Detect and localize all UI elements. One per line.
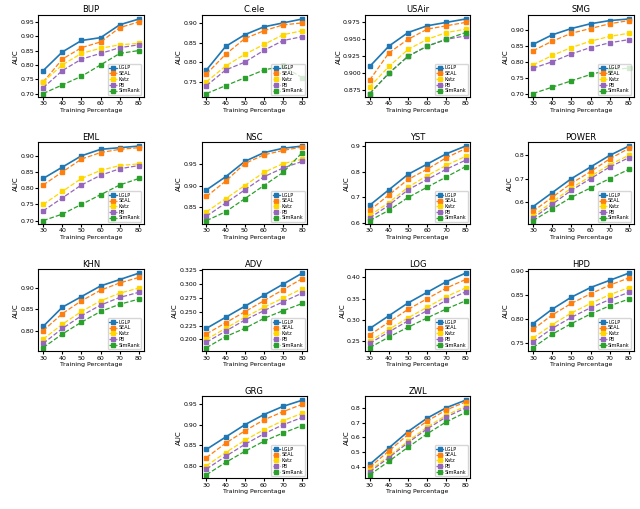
Y-axis label: AUC: AUC xyxy=(13,176,19,191)
X-axis label: Training Percentage: Training Percentage xyxy=(550,235,612,240)
X-axis label: Training Percentage: Training Percentage xyxy=(223,108,285,113)
X-axis label: Training Percentage: Training Percentage xyxy=(387,108,449,113)
Y-axis label: AUC: AUC xyxy=(335,49,342,64)
Title: KHN: KHN xyxy=(82,260,100,269)
Y-axis label: AUC: AUC xyxy=(503,49,509,64)
Title: SMG: SMG xyxy=(572,6,591,14)
Legend: LGLP, SEAL, Katz, PB, SimRank: LGLP, SEAL, Katz, PB, SimRank xyxy=(108,191,141,222)
Legend: LGLP, SEAL, Katz, PB, SimRank: LGLP, SEAL, Katz, PB, SimRank xyxy=(108,318,141,349)
Y-axis label: AUC: AUC xyxy=(13,303,19,318)
Y-axis label: AUC: AUC xyxy=(177,430,182,445)
Y-axis label: AUC: AUC xyxy=(507,176,513,191)
X-axis label: Training Percentage: Training Percentage xyxy=(223,235,285,240)
X-axis label: Training Percentage: Training Percentage xyxy=(387,489,449,494)
Title: ADV: ADV xyxy=(245,260,263,269)
Y-axis label: AUC: AUC xyxy=(177,176,182,191)
X-axis label: Training Percentage: Training Percentage xyxy=(60,108,122,113)
Y-axis label: AUC: AUC xyxy=(503,303,509,318)
Legend: LGLP, SEAL, Katz, PB, SimRank: LGLP, SEAL, Katz, PB, SimRank xyxy=(598,64,631,95)
Legend: LGLP, SEAL, Katz, PB, SimRank: LGLP, SEAL, Katz, PB, SimRank xyxy=(435,318,468,349)
Legend: LGLP, SEAL, Katz, PB, SimRank: LGLP, SEAL, Katz, PB, SimRank xyxy=(598,318,631,349)
Title: BUP: BUP xyxy=(83,6,100,14)
Legend: LGLP, SEAL, Katz, PB, SimRank: LGLP, SEAL, Katz, PB, SimRank xyxy=(271,445,305,476)
X-axis label: Training Percentage: Training Percentage xyxy=(60,362,122,367)
Legend: LGLP, SEAL, Katz, PB, SimRank: LGLP, SEAL, Katz, PB, SimRank xyxy=(271,191,305,222)
Title: NSC: NSC xyxy=(246,132,263,142)
X-axis label: Training Percentage: Training Percentage xyxy=(223,362,285,367)
X-axis label: Training Percentage: Training Percentage xyxy=(387,235,449,240)
Title: YST: YST xyxy=(410,132,425,142)
Y-axis label: AUC: AUC xyxy=(172,303,179,318)
X-axis label: Training Percentage: Training Percentage xyxy=(550,108,612,113)
X-axis label: Training Percentage: Training Percentage xyxy=(550,362,612,367)
Legend: LGLP, SEAL, Katz, PB, SimRank: LGLP, SEAL, Katz, PB, SimRank xyxy=(271,64,305,95)
Title: C.ele: C.ele xyxy=(244,6,265,14)
Legend: LGLP, SEAL, Katz, PB, SimRank: LGLP, SEAL, Katz, PB, SimRank xyxy=(598,191,631,222)
X-axis label: Training Percentage: Training Percentage xyxy=(387,362,449,367)
Legend: LGLP, SEAL, Katz, PB, SimRank: LGLP, SEAL, Katz, PB, SimRank xyxy=(435,64,468,95)
Title: GRG: GRG xyxy=(245,387,264,395)
Legend: LGLP, SEAL, Katz, PB, SimRank: LGLP, SEAL, Katz, PB, SimRank xyxy=(271,318,305,349)
Title: EML: EML xyxy=(83,132,100,142)
Legend: LGLP, SEAL, Katz, PB, SimRank: LGLP, SEAL, Katz, PB, SimRank xyxy=(108,64,141,95)
Title: POWER: POWER xyxy=(565,132,596,142)
Title: ZWL: ZWL xyxy=(408,387,427,395)
Legend: LGLP, SEAL, Katz, PB, SimRank: LGLP, SEAL, Katz, PB, SimRank xyxy=(435,191,468,222)
Title: USAir: USAir xyxy=(406,6,429,14)
Y-axis label: AUC: AUC xyxy=(340,303,346,318)
X-axis label: Training Percentage: Training Percentage xyxy=(223,489,285,494)
Y-axis label: AUC: AUC xyxy=(344,176,349,191)
Title: HPD: HPD xyxy=(572,260,590,269)
Title: LOG: LOG xyxy=(409,260,426,269)
Y-axis label: AUC: AUC xyxy=(177,49,182,64)
Y-axis label: AUC: AUC xyxy=(13,49,19,64)
Y-axis label: AUC: AUC xyxy=(344,430,349,445)
Legend: LGLP, SEAL, Katz, PB, SimRank: LGLP, SEAL, Katz, PB, SimRank xyxy=(435,445,468,476)
X-axis label: Training Percentage: Training Percentage xyxy=(60,235,122,240)
